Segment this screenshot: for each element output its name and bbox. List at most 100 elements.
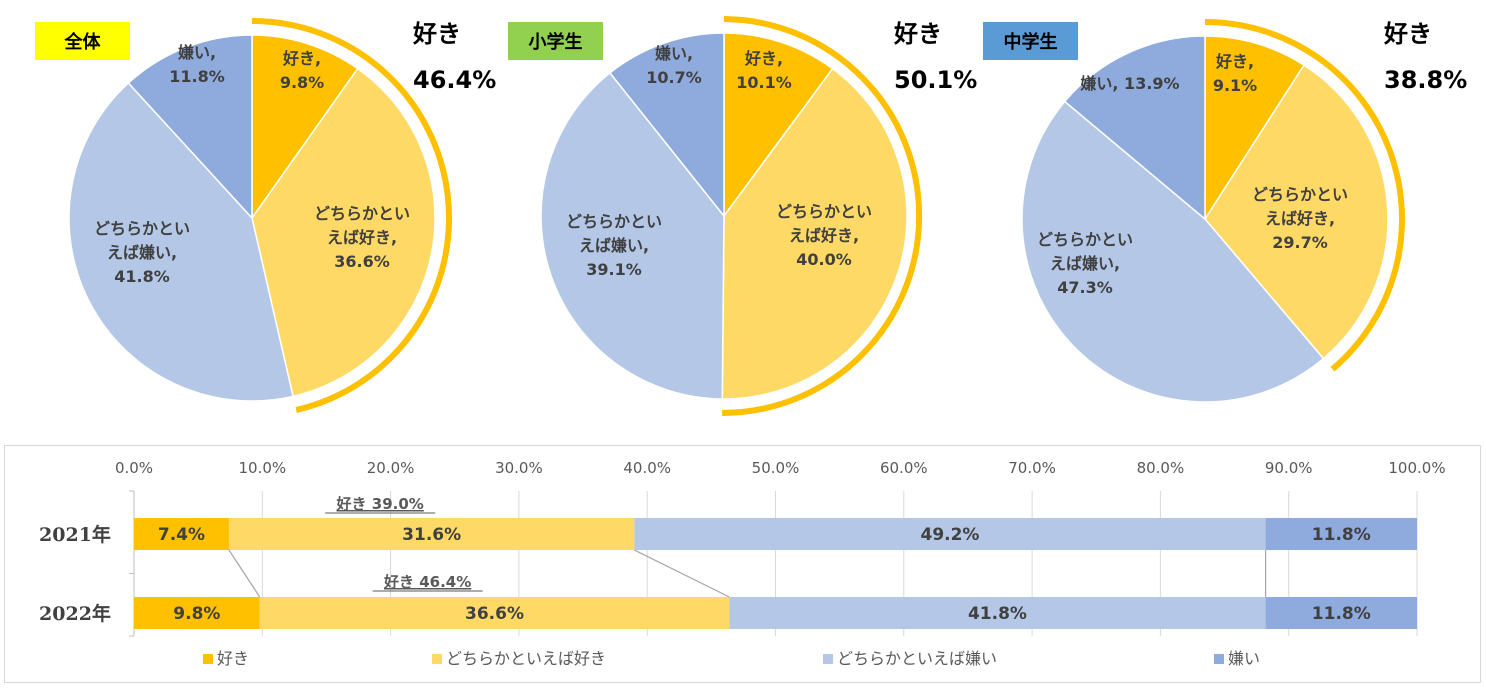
highlight-label: 好き bbox=[412, 20, 461, 48]
slice-label-line: 36.6% bbox=[334, 252, 390, 271]
bar-segment-dislike bbox=[1265, 597, 1417, 629]
highlight-label: 好き bbox=[1383, 20, 1432, 48]
pie-slice-like bbox=[251, 34, 359, 221]
slice-label-line: 嫌い, 13.9% bbox=[1079, 74, 1179, 93]
legend-label: どちらかといえば好き bbox=[446, 649, 606, 668]
category-label: 2021年 bbox=[39, 523, 111, 546]
slice-label-somewhat_dislike: どちらかといえば嫌い, 47.3% bbox=[1037, 230, 1133, 297]
like-total-annotation: 好き 46.4% bbox=[383, 573, 471, 591]
x-tick-label: 90.0% bbox=[1265, 459, 1313, 477]
slice-label-line: えば好き, bbox=[327, 228, 397, 247]
slice-label-dislike: 嫌い, 10.7% bbox=[646, 44, 702, 87]
pie-slice-like bbox=[723, 32, 834, 219]
group-tag-label: 中学生 bbox=[1004, 31, 1058, 53]
bar-segment-like bbox=[134, 597, 260, 629]
bar-segment-dislike bbox=[1265, 518, 1417, 550]
slice-label-line: えば嫌い, bbox=[579, 236, 649, 255]
bar-segment-somewhat_dislike bbox=[634, 518, 1266, 550]
slice-label-line: どちらかとい bbox=[1037, 230, 1133, 249]
highlight-value: 46.4% bbox=[413, 66, 496, 94]
slice-label-line: 嫌い, bbox=[654, 44, 693, 63]
slice-label-line: 29.7% bbox=[1272, 233, 1328, 252]
bar-segment-label: 11.8% bbox=[1312, 604, 1371, 624]
slice-label-somewhat_like: どちらかといえば好き, 36.6% bbox=[314, 204, 410, 271]
slice-label-line: どちらかとい bbox=[776, 202, 872, 221]
bar-segment-label: 41.8% bbox=[968, 604, 1027, 624]
x-tick-label: 10.0% bbox=[238, 459, 286, 477]
x-tick-label: 0.0% bbox=[115, 459, 153, 477]
bar-segment-like bbox=[134, 518, 229, 550]
slice-label-line: えば好き, bbox=[789, 226, 859, 245]
pie-slice-somewhat_dislike bbox=[68, 81, 294, 402]
bar-segment-label: 49.2% bbox=[920, 525, 979, 545]
x-tick-label: 60.0% bbox=[880, 459, 928, 477]
slice-label-line: どちらかとい bbox=[94, 219, 190, 238]
bar-segment-label: 36.6% bbox=[465, 604, 524, 624]
legend-swatch-like bbox=[203, 654, 213, 664]
slice-label-line: 11.8% bbox=[169, 67, 225, 86]
pie-slice-dislike bbox=[608, 32, 725, 219]
slice-label-like: 好き, 9.1% bbox=[1213, 52, 1257, 95]
highlight-value: 38.8% bbox=[1384, 66, 1467, 94]
bar-segment-somewhat_like bbox=[259, 597, 730, 629]
slice-label-line: 好き, bbox=[744, 49, 783, 68]
x-tick-label: 50.0% bbox=[752, 459, 800, 477]
x-tick-label: 70.0% bbox=[1008, 459, 1056, 477]
slice-label-line: 9.8% bbox=[280, 73, 324, 92]
pie-slice-dislike bbox=[127, 34, 253, 220]
slice-label-like: 好き, 10.1% bbox=[736, 49, 792, 92]
slice-label-somewhat_dislike: どちらかといえば嫌い, 39.1% bbox=[566, 212, 662, 279]
pie-slice-somewhat_like bbox=[1204, 64, 1389, 360]
like-total-annotation: 好き 39.0% bbox=[336, 495, 424, 513]
slice-label-line: どちらかとい bbox=[566, 212, 662, 231]
slice-label-line: 好き, bbox=[282, 49, 321, 68]
legend-label: 好き bbox=[217, 649, 249, 668]
legend-swatch-dislike bbox=[1214, 654, 1224, 664]
highlight-arc bbox=[1204, 19, 1405, 372]
slice-label-line: 9.1% bbox=[1213, 76, 1257, 95]
bar-segment-label: 11.8% bbox=[1312, 525, 1371, 545]
x-tick-label: 100.0% bbox=[1388, 459, 1445, 477]
slice-label-line: えば好き, bbox=[1265, 209, 1335, 228]
slice-label-line: 10.7% bbox=[646, 68, 702, 87]
pie-chart-3: 好き, 9.1%どちらかといえば好き, 29.7%どちらかといえば嫌い, 47.3%嫌… bbox=[983, 19, 1467, 403]
category-label: 2022年 bbox=[39, 602, 111, 625]
slice-label-line: どちらかとい bbox=[1252, 185, 1348, 204]
bar-segment-label: 31.6% bbox=[402, 525, 461, 545]
pie-slice-somewhat_dislike bbox=[540, 71, 725, 400]
slice-label-line: 41.8% bbox=[114, 267, 170, 286]
highlight-arc bbox=[251, 18, 452, 413]
slice-label-line: 40.0% bbox=[796, 250, 852, 269]
group-tag-box bbox=[35, 22, 130, 60]
legend-label: 嫌い bbox=[1228, 649, 1260, 668]
pie-chart-2: 好き, 10.1% どちらかといえば好き, 40.0% どちらかといえば嫌い, 39.1%… bbox=[508, 16, 977, 416]
group-tag-box bbox=[508, 22, 603, 60]
pie-charts: 好き, 9.8%どちらかといえば好き, 36.6%どちらかといえば嫌い, 41.8%嫌… bbox=[35, 16, 1467, 416]
highlight-value: 50.1% bbox=[894, 66, 977, 94]
slice-label-line: 好き, bbox=[1215, 52, 1254, 71]
pie-slice-somewhat_like bbox=[721, 67, 908, 400]
bar-chart-frame: 0.0% 10.0% 20.0% 30.0% 40.0% 50.0% 60.0% 70.0% 8… bbox=[4, 445, 1481, 683]
bar-segment-label: 9.8% bbox=[173, 604, 220, 624]
slice-label-somewhat_like: どちらかといえば好き, 29.7% bbox=[1252, 185, 1348, 252]
group-tag-label: 小学生 bbox=[529, 31, 583, 53]
group-tag-label: 全体 bbox=[64, 31, 102, 53]
connector-line bbox=[634, 549, 730, 598]
pie-slice-somewhat_like bbox=[251, 67, 436, 398]
slice-label-dislike: 嫌い, 13.9% bbox=[1079, 74, 1179, 93]
highlight-arc bbox=[722, 16, 923, 416]
stacked-bar-chart: 0.0% 10.0% 20.0% 30.0% 40.0% 50.0% 60.0% 70.0% 8… bbox=[39, 459, 1446, 668]
pie-slice-dislike bbox=[1063, 35, 1206, 221]
slice-label-dislike: 嫌い, 11.8% bbox=[169, 43, 225, 86]
group-tag-box bbox=[983, 22, 1078, 60]
bar-segment-label: 7.4% bbox=[158, 525, 205, 545]
slice-label-line: どちらかとい bbox=[314, 204, 410, 223]
legend-swatch-somewhat_dislike bbox=[823, 654, 833, 664]
slice-label-line: 嫌い, bbox=[177, 43, 216, 62]
slice-label-somewhat_dislike: どちらかといえば嫌い, 41.8% bbox=[94, 219, 190, 286]
slice-label-line: えば嫌い, bbox=[107, 243, 177, 262]
slice-label-like: 好き, 9.8% bbox=[280, 49, 324, 92]
pie-chart-1: 好き, 9.8%どちらかといえば好き, 36.6%どちらかといえば嫌い, 41.8%嫌… bbox=[35, 18, 496, 413]
x-tick-label: 30.0% bbox=[495, 459, 543, 477]
slice-label-line: えば嫌い, bbox=[1050, 254, 1120, 273]
